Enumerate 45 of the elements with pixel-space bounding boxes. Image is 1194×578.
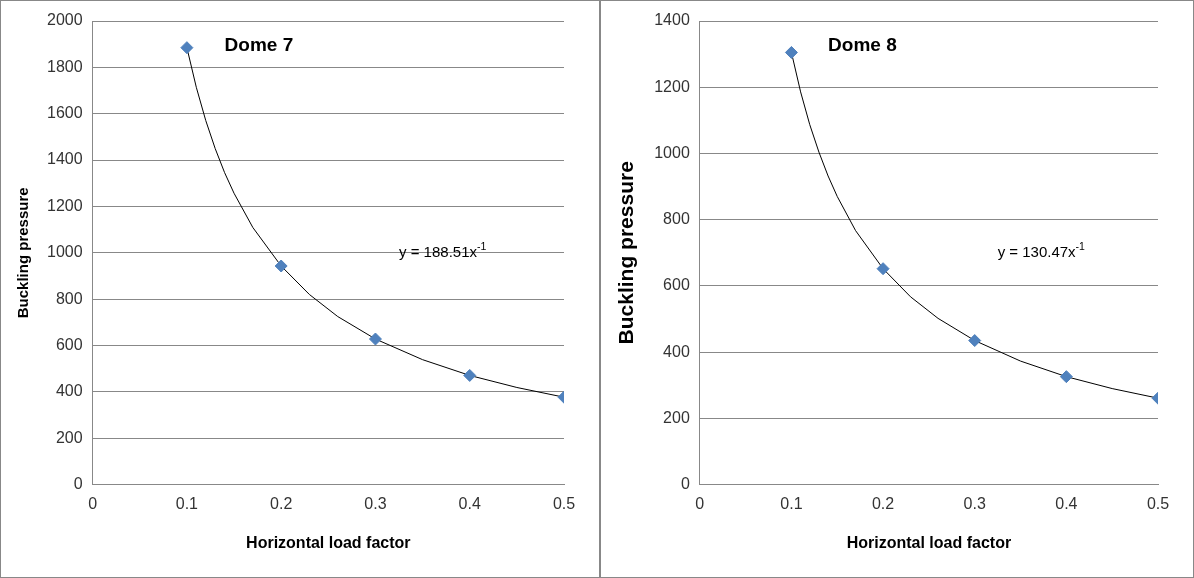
y-tick-label: 1600 [47, 104, 83, 122]
y-tick-label: 1800 [47, 57, 83, 75]
x-tick-label: 0.5 [552, 494, 576, 512]
y-tick-label: 600 [663, 276, 690, 294]
y-tick-label: 800 [55, 289, 83, 307]
x-tick-label: 0.5 [1146, 494, 1170, 512]
y-tick-label: 1200 [654, 77, 690, 95]
point [876, 262, 890, 276]
point [368, 332, 382, 346]
y-tick-label: 600 [55, 335, 83, 353]
y-tick-label: 1400 [654, 11, 690, 29]
point [180, 41, 194, 55]
y-tick-label: 200 [55, 428, 83, 446]
x-tick-label: 0.2 [270, 494, 293, 512]
point [1059, 370, 1073, 384]
y-tick-label: 800 [663, 210, 690, 228]
y-tick-label: 2000 [47, 11, 83, 29]
point [463, 368, 477, 382]
y-tick-label: 1400 [47, 150, 83, 168]
point [274, 259, 288, 273]
point [968, 334, 982, 348]
x-tick-label: 0 [695, 494, 705, 512]
x-tick-label: 0.3 [963, 494, 986, 512]
y-tick-label: 400 [55, 382, 83, 400]
y-tick-label: 1000 [654, 143, 690, 161]
x-tick-label: 0.4 [1055, 494, 1078, 512]
x-tick-label: 0.3 [364, 494, 387, 512]
y-tick-label: 1200 [47, 196, 83, 214]
x-tick-label: 0.4 [458, 494, 481, 512]
x-tick-label: 0.1 [780, 494, 803, 512]
text: Dome 8 [828, 34, 897, 56]
x-tick-label: 0.1 [175, 494, 199, 512]
text: Dome 7 [224, 34, 294, 56]
y-tick-label: 200 [663, 408, 690, 426]
point [784, 45, 798, 59]
y-tick-label: 0 [73, 475, 83, 493]
y-tick-label: 1000 [47, 243, 83, 261]
x-axis-title: Horizontal load factor [246, 533, 411, 551]
y-tick-label: 0 [680, 475, 690, 493]
y-axis-title: Buckling pressure [14, 187, 32, 319]
x-tick-label: 0.2 [871, 494, 895, 512]
y-axis-title: Buckling pressure [614, 161, 638, 345]
y-tick-label: 400 [663, 342, 690, 360]
x-tick-label: 0 [88, 494, 98, 512]
x-axis-title: Horizontal load factor [846, 533, 1012, 551]
